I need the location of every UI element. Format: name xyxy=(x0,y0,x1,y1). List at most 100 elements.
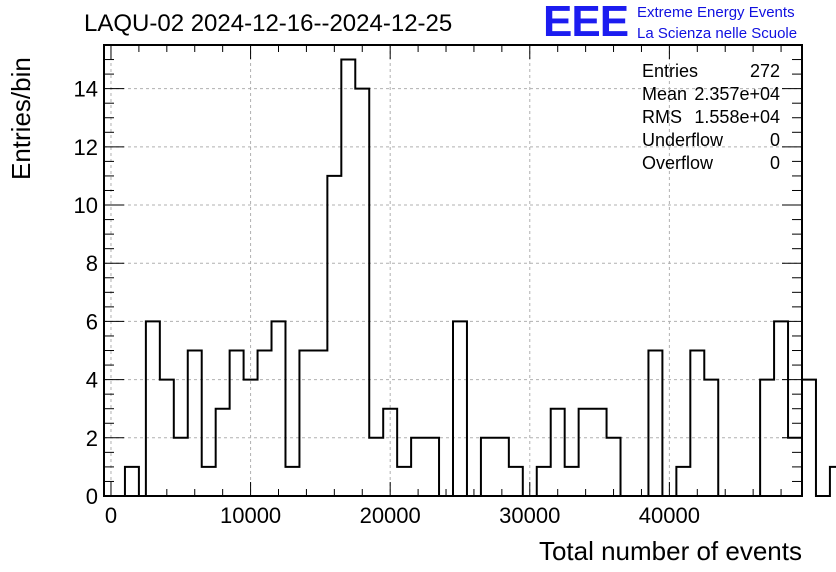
histogram-bin xyxy=(202,467,209,496)
histogram-bin xyxy=(216,409,223,496)
histogram-bin xyxy=(251,380,258,496)
histogram-bin xyxy=(306,351,313,496)
y-tick-label: 8 xyxy=(86,251,98,276)
histogram-bin xyxy=(614,438,621,496)
histogram-bin xyxy=(327,176,334,496)
eee-logo-mark: EEE xyxy=(543,0,629,46)
stat-rms: RMS 1.558e+04 xyxy=(642,106,780,129)
histogram-bin xyxy=(781,321,788,496)
y-tick-label: 0 xyxy=(86,484,98,509)
histogram-bin xyxy=(411,438,418,496)
stat-value: 0 xyxy=(769,153,780,173)
histogram-bin xyxy=(551,409,558,496)
y-tick-label: 4 xyxy=(86,368,98,393)
y-tick-label: 14 xyxy=(74,77,98,102)
histogram-bin xyxy=(320,351,327,496)
histogram-bin xyxy=(460,321,467,496)
histogram-bin xyxy=(355,89,362,496)
histogram-bin xyxy=(537,467,544,496)
histogram-bin xyxy=(362,89,369,496)
histogram-bin xyxy=(697,351,704,496)
histogram-bin xyxy=(453,321,460,496)
tick-labels: 0 10000 20000 30000 40000 0 2 4 6 8 10 12 14 xyxy=(74,77,700,528)
histogram-bin xyxy=(188,351,195,496)
histogram-bin xyxy=(683,467,690,496)
histogram-bin xyxy=(383,409,390,496)
histogram-bin xyxy=(774,321,781,496)
y-tick-label: 2 xyxy=(86,426,98,451)
y-tick-label: 6 xyxy=(86,309,98,334)
histogram-bin xyxy=(223,409,230,496)
histogram-bin xyxy=(600,409,607,496)
histogram-bin xyxy=(132,467,139,496)
y-axis-label: Entries/bin xyxy=(6,57,36,180)
histogram-bin xyxy=(258,351,265,496)
histogram-bin xyxy=(244,380,251,496)
histogram-bin xyxy=(299,351,306,496)
histogram-bin xyxy=(802,380,809,496)
histogram-outline xyxy=(123,58,836,497)
x-axis-label: Total number of events xyxy=(538,536,802,566)
histogram-bin xyxy=(285,467,292,496)
y-tick-label: 10 xyxy=(74,193,98,218)
histogram-bin xyxy=(160,380,167,496)
stat-underflow: Underflow 0 xyxy=(642,129,780,152)
histogram-bin xyxy=(418,438,425,496)
stat-key: Entries xyxy=(642,61,699,81)
logo-line-1: Extreme Energy Events xyxy=(637,4,795,21)
histogram-bin xyxy=(376,438,383,496)
chart-title: LAQU-02 2024-12-16--2024-12-25 xyxy=(84,10,453,37)
stat-value: 2.357e+04 xyxy=(694,84,780,104)
histogram-bin xyxy=(390,409,397,496)
histogram-bin xyxy=(558,409,565,496)
histogram-bin xyxy=(272,321,279,496)
histogram-bin xyxy=(153,321,160,496)
histogram-bin xyxy=(593,409,600,496)
stat-key: Overflow xyxy=(642,153,714,173)
histogram-bin xyxy=(767,380,774,496)
histogram-bin xyxy=(230,351,237,496)
plot-frame xyxy=(103,44,803,497)
histogram-bin xyxy=(174,438,181,496)
histogram-bin xyxy=(788,438,795,496)
logo-line-2: La Scienza nelle Scuole xyxy=(637,25,798,42)
histogram-bin xyxy=(125,467,132,496)
histogram-bin xyxy=(146,321,153,496)
stat-value: 0 xyxy=(769,130,780,150)
histogram-bin xyxy=(237,351,244,496)
histogram-bin xyxy=(711,380,718,496)
histogram-bin xyxy=(279,321,286,496)
histogram-bin xyxy=(341,60,348,496)
histogram-bin xyxy=(334,176,341,496)
stat-mean: Mean 2.357e+04 xyxy=(642,83,780,106)
histogram-bin xyxy=(209,467,216,496)
histogram-bin xyxy=(167,380,174,496)
histogram-bin xyxy=(586,409,593,496)
stats-box: Entries 272 Mean 2.357e+04 RMS 1.558e+04… xyxy=(642,60,780,175)
histogram-bin xyxy=(704,380,711,496)
histogram-bin xyxy=(544,467,551,496)
histogram-bin xyxy=(579,409,586,496)
histogram-bin xyxy=(648,351,655,496)
histogram-bin xyxy=(481,438,488,496)
histogram-bin xyxy=(565,467,572,496)
histogram-bin xyxy=(369,438,376,496)
histogram-bin xyxy=(488,438,495,496)
histogram-bin xyxy=(690,351,697,496)
stat-key: Underflow xyxy=(642,130,724,150)
histogram-bin xyxy=(292,467,299,496)
histogram-bin xyxy=(495,438,502,496)
axis-ticks xyxy=(104,44,802,497)
histogram-bin xyxy=(509,467,516,496)
x-tick-label: 0 xyxy=(105,503,117,528)
histogram-bin xyxy=(313,351,320,496)
histogram-bin xyxy=(195,351,202,496)
histogram-bin xyxy=(572,467,579,496)
histogram-bin xyxy=(760,380,767,496)
stat-entries: Entries 272 xyxy=(642,60,780,83)
x-tick-label: 30000 xyxy=(499,503,560,528)
histogram-bin xyxy=(676,467,683,496)
stat-key: Mean xyxy=(642,84,688,104)
histogram-bin xyxy=(348,60,355,496)
stat-overflow: Overflow 0 xyxy=(642,152,780,175)
